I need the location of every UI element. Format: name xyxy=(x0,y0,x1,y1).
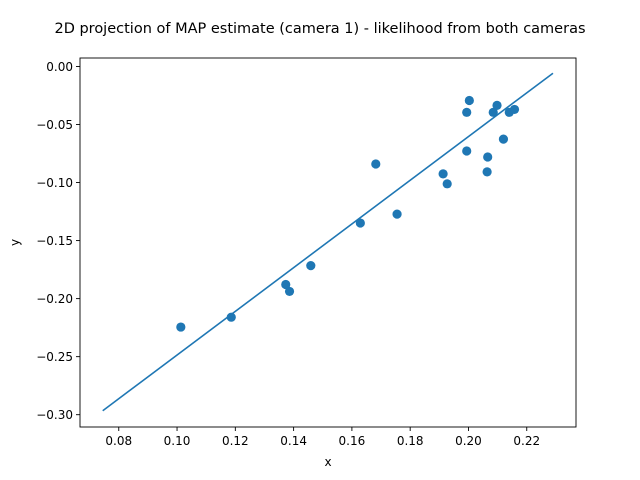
data-point xyxy=(462,146,472,156)
data-point xyxy=(492,100,502,110)
data-point xyxy=(462,107,472,117)
x-tick-label: 0.08 xyxy=(105,434,132,448)
data-point xyxy=(488,107,498,117)
data-point xyxy=(226,312,236,322)
plot-frame xyxy=(79,57,577,428)
y-axis: 0.00 −0.05 −0.10 −0.15 −0.20 −0.25 −0.30 xyxy=(36,60,80,422)
data-point xyxy=(355,218,365,228)
x-tick-label: 0.12 xyxy=(222,434,249,448)
x-tick-label: 0.22 xyxy=(513,434,540,448)
data-point xyxy=(464,95,474,106)
plot-area xyxy=(79,57,577,428)
data-point xyxy=(371,159,381,169)
y-tick-label: −0.20 xyxy=(36,292,73,306)
data-point xyxy=(392,209,402,219)
x-tick-label: 0.18 xyxy=(397,434,424,448)
y-tick-label: −0.10 xyxy=(36,176,73,190)
data-point xyxy=(483,152,493,162)
data-point xyxy=(438,169,448,179)
x-tick-label: 0.20 xyxy=(455,434,482,448)
data-point xyxy=(482,167,492,177)
data-point xyxy=(284,286,295,297)
x-axis-label: x xyxy=(324,455,331,469)
y-tick-label: −0.05 xyxy=(36,118,73,132)
x-tick-label: 0.10 xyxy=(164,434,191,448)
y-tick-label: 0.00 xyxy=(46,60,73,74)
x-tick-label: 0.16 xyxy=(339,434,366,448)
y-axis-label: y xyxy=(8,239,22,246)
x-tick-label: 0.14 xyxy=(280,434,307,448)
data-point xyxy=(498,134,509,144)
y-tick-label: −0.15 xyxy=(36,234,73,248)
y-tick-label: −0.25 xyxy=(36,350,73,364)
fit-line xyxy=(102,72,554,412)
chart-title: 2D projection of MAP estimate (camera 1)… xyxy=(54,21,585,37)
data-point xyxy=(306,261,316,271)
data-point xyxy=(281,279,291,290)
data-point xyxy=(176,322,186,332)
data-point xyxy=(442,179,452,189)
data-point xyxy=(509,104,520,115)
y-tick-label: −0.30 xyxy=(36,408,73,422)
x-axis: 0.08 0.10 0.12 0.14 0.16 0.18 0.20 0.22 xyxy=(105,427,540,448)
